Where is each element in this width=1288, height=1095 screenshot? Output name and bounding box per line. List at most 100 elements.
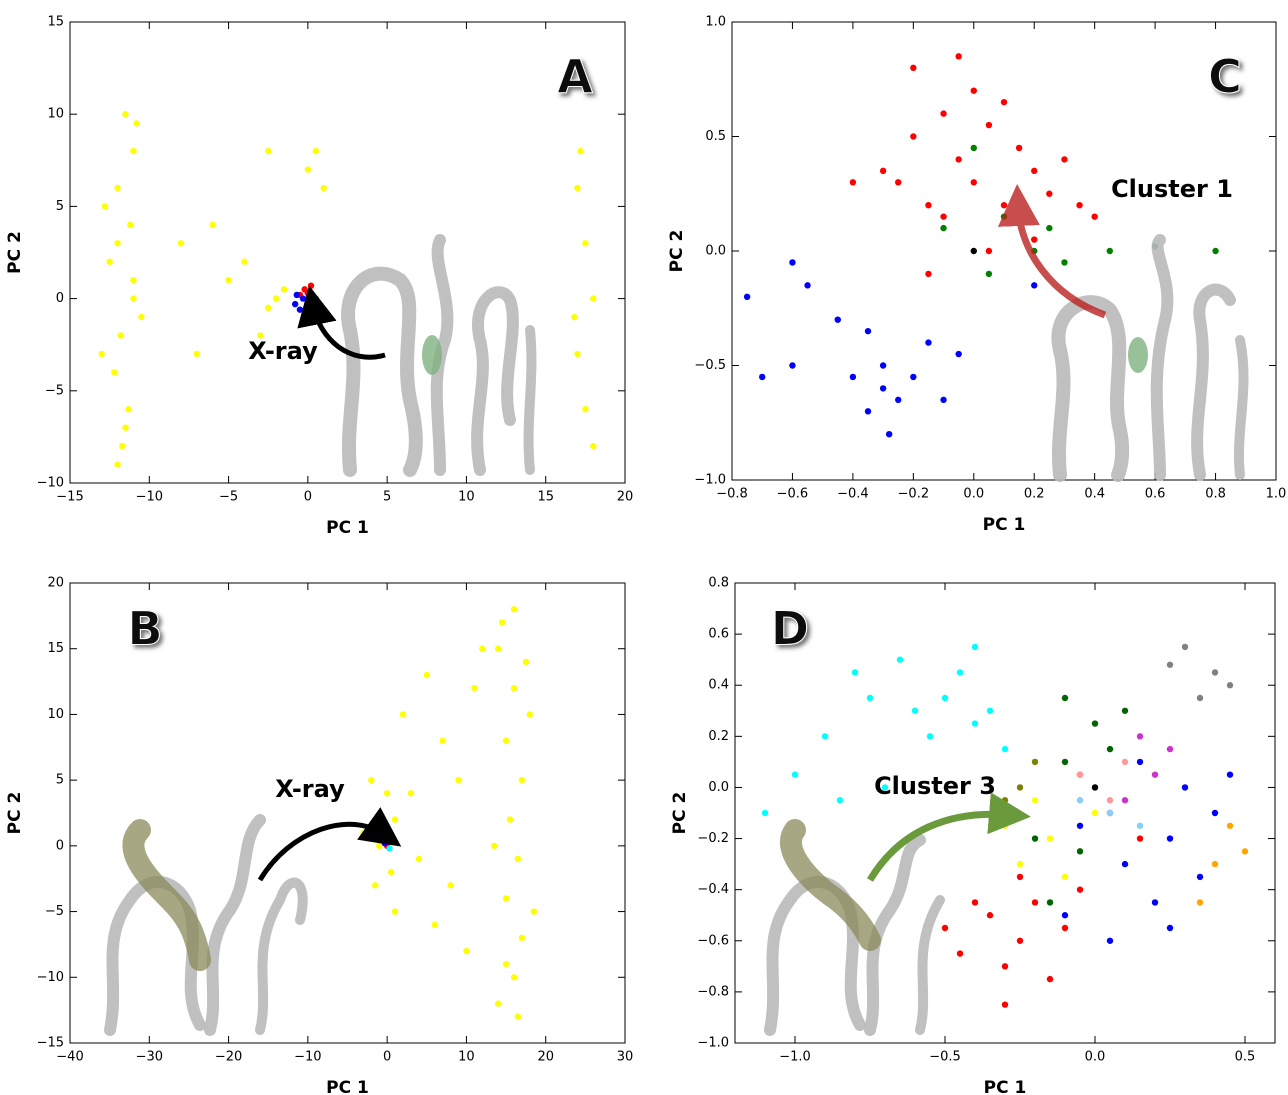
y-tick-label: 0.0 [705,244,726,259]
point [114,184,121,192]
ligand [1128,337,1148,373]
x-axis-label: PC 1 [326,1078,369,1095]
x-tick-label: −0.4 [837,487,869,502]
point [1091,784,1099,791]
point [1031,282,1038,289]
protein-illustrations [104,184,1249,1036]
point [1106,745,1114,753]
point [119,442,126,450]
point [1121,797,1129,804]
x-tick-label: −1.0 [779,1050,811,1065]
x-tick-label: 20 [537,1050,554,1065]
point [130,147,137,155]
point [582,406,589,413]
y-tick-label: 1.0 [705,15,726,30]
point [851,669,859,676]
point [265,147,272,155]
y-tick-label: −0.5 [694,358,726,373]
point [971,899,979,906]
point [1046,899,1054,906]
point [1076,848,1084,855]
point [312,147,319,155]
point [879,167,887,175]
point [447,882,454,889]
x-tick-label: −5 [219,490,238,505]
point [970,247,977,255]
arrow [257,807,402,882]
arrow [997,184,1107,319]
x-tick-label: 15 [537,490,554,505]
y-tick-label: 0.5 [705,129,726,144]
point [111,369,118,376]
point [985,247,993,255]
point [522,658,530,666]
point [494,645,502,652]
point [971,643,979,651]
plot-frame [734,582,1276,1044]
y-axis-label: PC 2 [670,792,690,835]
point [925,339,932,346]
point [1211,669,1219,676]
x-tick-label: −15 [56,490,83,505]
y-tick-label: −0.6 [697,933,729,948]
point [296,306,304,313]
point [1106,247,1113,255]
point [312,295,319,302]
point [956,950,964,957]
y-tick-label: −5 [45,904,64,919]
protein-d [764,819,945,1036]
point [1211,860,1219,868]
point [761,809,769,817]
x-tick-label: 0.6 [1145,487,1166,502]
point [506,816,514,823]
point [122,111,129,118]
protein-c [1051,234,1249,482]
point [879,362,887,369]
panel-letter: D [771,602,809,656]
annotation: X-ray [248,337,318,365]
point [1091,213,1098,220]
point [98,350,105,358]
point [940,110,947,117]
point [1076,822,1084,829]
x-tick-label: 30 [617,1050,634,1065]
point [1181,643,1189,651]
x-tick-label: 0.8 [1205,487,1226,502]
y-tick-label: 0.8 [708,576,729,591]
x-tick-label: −40 [56,1050,83,1065]
x-tick-label: −10 [136,490,163,505]
point [1016,937,1024,944]
x-axis-label: PC 1 [326,518,369,538]
point [1166,661,1174,668]
point [407,790,415,797]
point [502,895,510,902]
point [423,671,430,679]
point [1181,784,1189,791]
point [1211,809,1219,817]
point [1001,963,1009,970]
point [133,120,140,127]
point [910,373,917,381]
point [315,300,323,308]
point [743,293,751,300]
point [970,144,977,152]
ligand [780,819,881,951]
point [122,424,129,431]
point [1106,937,1114,944]
y-tick-label: −10 [37,476,64,491]
point [879,385,887,392]
x-tick-label: −20 [215,1050,242,1065]
x-tick-label: 0 [383,1050,391,1065]
point [130,295,137,302]
point [574,184,581,192]
point [941,924,949,932]
point [1151,771,1159,778]
y-tick-label: −0.2 [697,831,729,846]
point [1031,236,1038,243]
point [399,711,407,718]
point [320,184,327,192]
point [386,845,393,852]
point [789,362,796,369]
y-tick-label: 0.4 [708,678,729,693]
y-tick-label: 5 [56,773,64,788]
